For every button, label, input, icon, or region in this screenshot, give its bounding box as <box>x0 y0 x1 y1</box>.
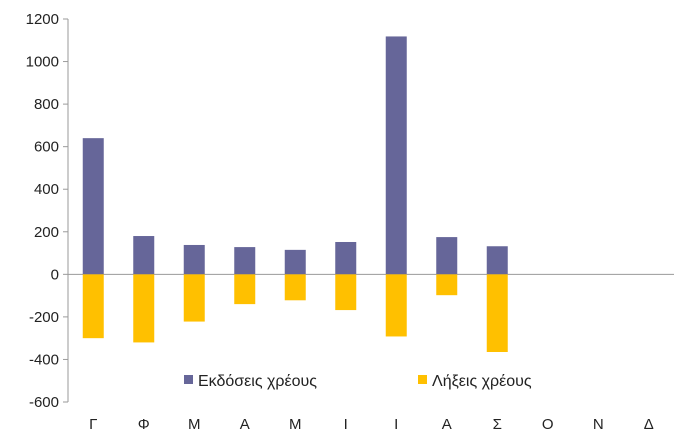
maturity-bar <box>385 274 407 337</box>
x-tick-label: Ι <box>394 416 398 433</box>
maturity-bar <box>133 274 155 343</box>
y-tick-label: 800 <box>34 96 59 113</box>
legend-label-maturity: Λήξεις χρέους <box>432 373 532 390</box>
maturity-bar <box>234 274 256 305</box>
y-tick-label: -600 <box>29 394 59 411</box>
x-tick-label: Α <box>240 416 250 433</box>
issuance-bar <box>284 249 306 275</box>
issuance-bar <box>436 237 458 275</box>
bars <box>82 36 508 352</box>
issuance-bar <box>133 236 155 275</box>
maturity-bar <box>436 274 458 296</box>
y-tick-label: -400 <box>29 351 59 368</box>
x-tick-label: Σ <box>493 416 502 433</box>
x-tick-label: Δ <box>644 416 654 433</box>
y-tick-label: 1000 <box>26 54 59 71</box>
x-tick-label: Γ <box>89 416 97 433</box>
x-tick-label: Ι <box>344 416 348 433</box>
y-tick-label: 400 <box>34 181 59 198</box>
y-axis: -600 -400 -200 0 200 400 600 800 1000 1200 <box>26 11 69 411</box>
legend-swatch-maturity <box>418 375 427 384</box>
x-tick-label: Α <box>442 416 452 433</box>
x-tick-label: Φ <box>138 416 150 433</box>
x-tick-label: Ν <box>593 416 604 433</box>
y-tick-label: -200 <box>29 309 59 326</box>
maturity-bar <box>82 274 104 339</box>
issuance-bar <box>335 241 357 275</box>
legend-label-issuance: Εκδόσεις χρέους <box>198 373 317 390</box>
x-tick-label: Ο <box>542 416 554 433</box>
issuance-bar <box>183 244 205 275</box>
legend-swatch-issuance <box>184 375 193 384</box>
y-tick-label: 1200 <box>26 11 59 28</box>
maturity-bar <box>335 274 357 311</box>
y-tick-label: 0 <box>51 266 59 283</box>
maturity-bar <box>284 274 306 301</box>
x-tick-label: Μ <box>188 416 201 433</box>
maturity-bar <box>183 274 205 322</box>
x-tick-label: Μ <box>289 416 302 433</box>
issuance-bar <box>82 138 104 275</box>
issuance-bar <box>486 246 508 275</box>
y-tick-label: 600 <box>34 139 59 156</box>
issuance-bar <box>385 36 407 275</box>
maturity-bar <box>486 274 508 352</box>
issuance-bar <box>234 247 256 275</box>
legend: Εκδόσεις χρέους Λήξεις χρέους <box>184 373 532 390</box>
y-tick-label: 200 <box>34 224 59 241</box>
